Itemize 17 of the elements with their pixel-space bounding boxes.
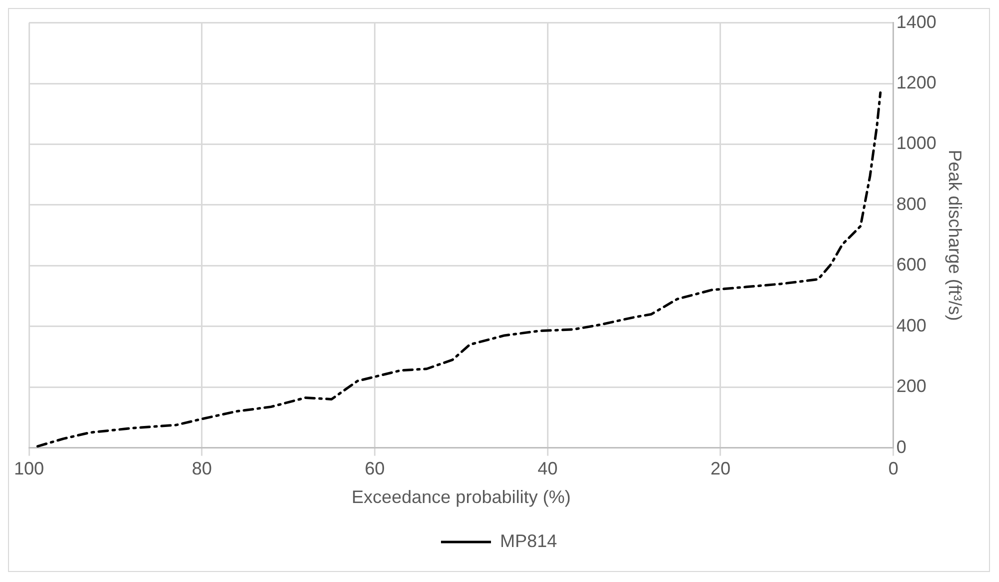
y-tick-label: 1400 bbox=[896, 12, 936, 32]
y-tick-label: 400 bbox=[896, 315, 926, 336]
y-tick-label: 0 bbox=[896, 436, 906, 457]
y-tick-label: 200 bbox=[896, 376, 926, 396]
y-tick-label: 800 bbox=[896, 194, 926, 214]
x-tick-label: 80 bbox=[192, 458, 212, 479]
y-axis-title: Peak discharge (ft³/s) bbox=[945, 150, 966, 321]
y-tick-label: 1000 bbox=[896, 133, 936, 154]
line-series bbox=[36, 91, 882, 448]
x-tick-label: 60 bbox=[364, 458, 385, 479]
y-tick-label: 1200 bbox=[896, 72, 936, 92]
x-axis-title: Exceedance probability (%) bbox=[352, 487, 571, 508]
y-tick-label: 600 bbox=[896, 254, 926, 275]
x-tick-label: 20 bbox=[710, 458, 730, 479]
x-tick-label: 40 bbox=[538, 458, 558, 479]
x-tick-label: 100 bbox=[14, 458, 44, 479]
legend-label: MP814 bbox=[500, 530, 558, 551]
